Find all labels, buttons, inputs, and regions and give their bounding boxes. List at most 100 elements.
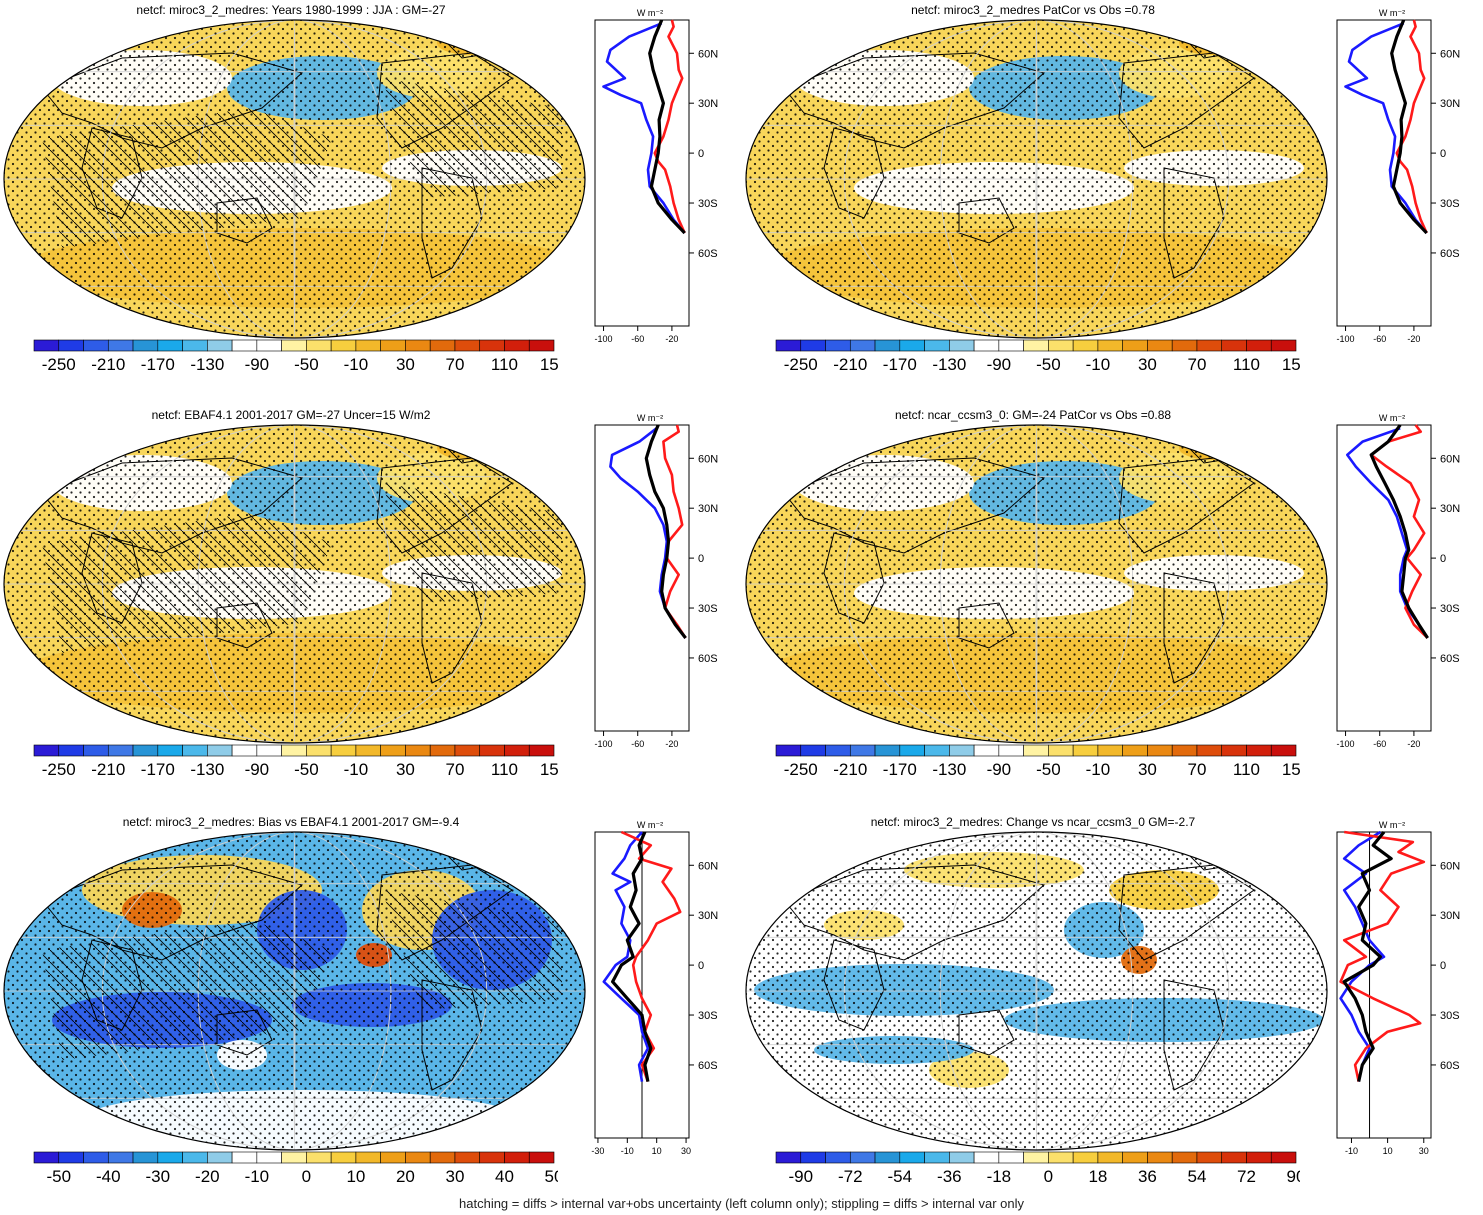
profile-x-tick-label: -20 — [665, 739, 678, 749]
colorbar-tick-label: 150 — [1282, 355, 1300, 374]
colorbar-tick-label: -50 — [1036, 355, 1061, 374]
panel-title: netcf: miroc3_2_medres PatCor vs Obs =0.… — [911, 3, 1155, 17]
colorbar-swatch — [1171, 1151, 1198, 1164]
latitude-tick-label: 60N — [1440, 48, 1460, 60]
colorbar-tick-label: -10 — [344, 760, 369, 779]
profile-x-tick-label: -60 — [631, 739, 644, 749]
colorbar-swatch — [479, 1151, 505, 1164]
zonal-mean-profile: W m⁻² 60N 30N 0 30S 60S -10 10 30 — [1336, 820, 1460, 1156]
colorbar-tick-label: 70 — [445, 355, 464, 374]
colorbar-swatch — [1023, 744, 1049, 757]
colorbar-tick-label: 36 — [1138, 1167, 1157, 1186]
colorbar-tick-label: 20 — [396, 1167, 415, 1186]
latitude-tick-label: 60S — [698, 1060, 718, 1072]
world-map — [3, 424, 586, 744]
colorbar-tick-label: -30 — [146, 1167, 171, 1186]
colorbar: -250 -210 -170 -130 -90 -50 -10 30 70 110 150 — [775, 339, 1300, 374]
colorbar-swatch — [528, 339, 555, 352]
profile-line-black — [611, 831, 653, 1082]
colorbar-swatch — [231, 339, 258, 352]
colorbar-swatch — [1097, 1151, 1123, 1164]
colorbar-swatch — [1147, 744, 1173, 757]
colorbar-tick-label: 54 — [1187, 1167, 1206, 1186]
colorbar-swatch — [973, 339, 1000, 352]
colorbar-swatch — [775, 744, 802, 757]
colorbar-tick-label: -170 — [883, 760, 917, 779]
colorbar-swatch — [1221, 339, 1247, 352]
colorbar-tick-label: -130 — [190, 760, 224, 779]
colorbar-swatch — [355, 1151, 381, 1164]
colorbar-swatch — [1023, 1151, 1049, 1164]
colorbar-tick-label: -10 — [1086, 760, 1111, 779]
colorbar-swatch — [83, 339, 109, 352]
colorbar-swatch — [58, 1151, 84, 1164]
profile-line-black — [648, 19, 686, 235]
colorbar-tick-label: -170 — [141, 355, 175, 374]
latitude-tick-label: 30S — [1440, 603, 1460, 615]
latitude-tick-label: 60N — [698, 860, 718, 872]
profile-unit-label: W m⁻² — [1379, 413, 1405, 423]
colorbar-tick-label: 72 — [1237, 1167, 1256, 1186]
colorbar-tick-label: 110 — [491, 355, 518, 374]
zonal-mean-profile: W m⁻² 60N 30N 0 30S 60S -100 -60 -20 — [594, 413, 718, 749]
colorbar-tick-label: 30 — [1138, 355, 1157, 374]
colorbar-tick-label: -210 — [833, 355, 867, 374]
profile-unit-label: W m⁻² — [1379, 8, 1405, 18]
profile-line-blue — [602, 831, 650, 1082]
colorbar-tick-label: -10 — [344, 355, 369, 374]
latitude-tick-label: 60S — [1440, 1060, 1460, 1072]
colorbar-swatch — [924, 1151, 950, 1164]
colorbar-swatch — [1246, 1151, 1272, 1164]
latitude-tick-label: 60S — [698, 248, 718, 260]
colorbar-swatch — [132, 339, 159, 352]
profile-unit-label: W m⁻² — [637, 413, 663, 423]
colorbar-swatch — [207, 339, 233, 352]
panel-ebaf-obs: netcf: EBAF4.1 2001-2017 GM=-27 Uncer=15… — [0, 405, 741, 795]
colorbar-swatch — [132, 744, 159, 757]
panel-ncar-patcor: netcf: ncar_ccsm3_0: GM=-24 PatCor vs Ob… — [742, 405, 1483, 795]
latitude-tick-label: 0 — [698, 553, 704, 565]
latitude-tick-label: 30S — [1440, 1010, 1460, 1022]
colorbar-tick-label: -210 — [833, 760, 867, 779]
latitude-tick-label: 0 — [698, 960, 704, 972]
colorbar-swatch — [454, 339, 481, 352]
colorbar-tick-label: 10 — [346, 1167, 365, 1186]
latitude-tick-label: 60N — [698, 453, 718, 465]
colorbar-swatch — [775, 339, 802, 352]
latitude-tick-label: 30N — [1440, 503, 1460, 515]
world-map — [3, 831, 586, 1151]
latitude-tick-label: 0 — [698, 148, 704, 160]
profile-x-tick-label: -30 — [591, 1146, 604, 1156]
colorbar-tick-label: 30 — [396, 355, 415, 374]
colorbar-swatch — [1270, 1151, 1297, 1164]
panel-title: netcf: miroc3_2_medres: Years 1980-1999 … — [136, 3, 446, 17]
profile-x-tick-label: -20 — [665, 334, 678, 344]
latitude-tick-label: 30S — [698, 603, 718, 615]
zonal-mean-profile: W m⁻² 60N 30N 0 30S 60S -100 -60 -20 — [594, 8, 718, 344]
colorbar-tick-label: -50 — [294, 355, 319, 374]
colorbar-swatch — [256, 339, 282, 352]
latitude-tick-label: 60N — [1440, 453, 1460, 465]
colorbar-swatch — [1122, 744, 1148, 757]
panel-title: netcf: EBAF4.1 2001-2017 GM=-27 Uncer=15… — [151, 408, 431, 422]
colorbar-swatch — [1072, 1151, 1099, 1164]
colorbar-tick-label: -20 — [195, 1167, 220, 1186]
colorbar-tick-label: 40 — [495, 1167, 514, 1186]
profile-line-red — [1339, 830, 1426, 1082]
panel-change: netcf: miroc3_2_medres: Change vs ncar_c… — [742, 812, 1483, 1202]
colorbar-tick-label: 150 — [540, 355, 558, 374]
latitude-tick-label: 60N — [698, 48, 718, 60]
latitude-tick-label: 30N — [698, 503, 718, 515]
colorbar-swatch — [874, 744, 901, 757]
colorbar-swatch — [33, 744, 60, 757]
latitude-tick-label: 30S — [698, 1010, 718, 1022]
profile-line-black — [1342, 830, 1393, 1082]
colorbar-swatch — [405, 744, 431, 757]
colorbar-tick-label: -50 — [1036, 760, 1061, 779]
latitude-tick-label: 30S — [1440, 198, 1460, 210]
colorbar-swatch — [429, 1151, 456, 1164]
colorbar-swatch — [1171, 339, 1198, 352]
colorbar-swatch — [157, 1151, 183, 1164]
colorbar-swatch — [1072, 339, 1099, 352]
colorbar-tick-label: -90 — [788, 1167, 813, 1186]
